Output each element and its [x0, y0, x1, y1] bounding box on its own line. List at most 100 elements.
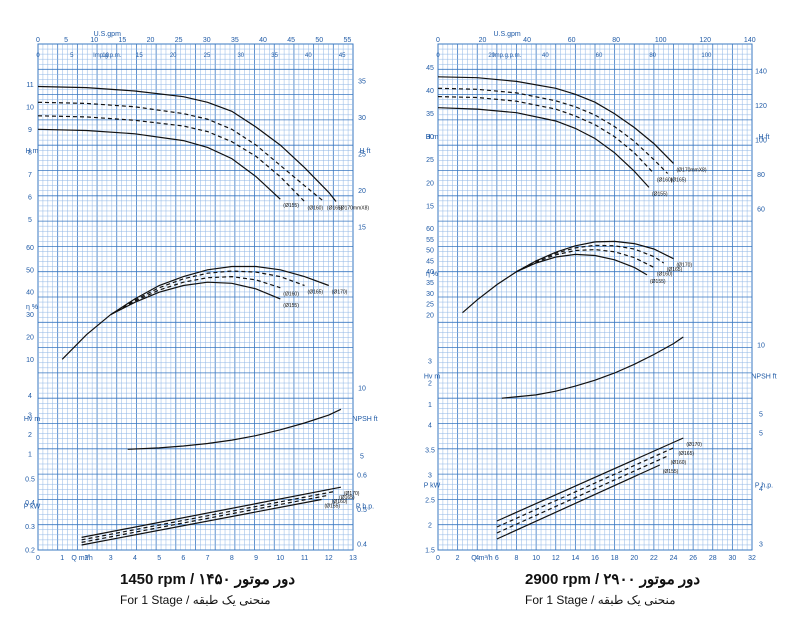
y-tick-efficiency: 10	[26, 357, 34, 364]
series-head-0	[437, 76, 674, 164]
y-tick-head: 6	[28, 194, 32, 201]
y-tick-efficiency: 20	[26, 334, 34, 341]
series-npsh-0	[501, 336, 684, 399]
series-head-3	[37, 128, 281, 200]
x-tick: 9	[254, 555, 258, 562]
series-label-power-1: (Ø165)	[678, 451, 694, 457]
x-tick: 6	[495, 555, 499, 562]
top-tick-gpm: 20	[147, 37, 155, 44]
top-tick-impgpm: 20	[488, 53, 495, 59]
y-tick-npsh: 3	[28, 413, 32, 420]
x-tick: 30	[728, 555, 736, 562]
top-tick-impgpm: 80	[649, 53, 656, 59]
y-tick-power: 0.3	[25, 524, 35, 531]
x-tick: 3	[109, 555, 113, 562]
y-label-head: H m	[426, 134, 439, 141]
right-tick-power: 3	[759, 542, 763, 549]
x-tick: 18	[611, 555, 619, 562]
y-tick-npsh: 1	[428, 402, 432, 409]
top-axis-imp-label: Imp.g.p.m.	[493, 53, 522, 59]
right-tick-head: 100	[755, 138, 767, 145]
series-npsh-0	[127, 408, 342, 450]
right-tick-power: 5	[759, 431, 763, 438]
y-tick-efficiency: 40	[426, 269, 434, 276]
series-efficiency-1	[516, 244, 665, 273]
y-label-power: P kW	[424, 483, 441, 490]
y-tick-head: 15	[426, 203, 434, 210]
series-label-efficiency-0: (Ø170)	[332, 290, 348, 296]
y-tick-efficiency: 60	[26, 245, 34, 252]
x-tick: 28	[709, 555, 717, 562]
series-label-head-1: (Ø165)	[671, 178, 687, 184]
x-tick: 8	[230, 555, 234, 562]
series-efficiency-2	[516, 248, 655, 273]
top-axis-gpm-label: U.S.gpm	[94, 31, 121, 38]
series-efficiency-0	[61, 265, 330, 360]
top-tick-impgpm: 25	[204, 53, 211, 59]
y-tick-power: 2	[428, 523, 432, 530]
top-axis-gpm-label: U.S.gpm	[493, 31, 520, 38]
series-head-0	[37, 85, 337, 202]
series-head-3	[437, 107, 650, 188]
series-power-0	[81, 486, 342, 538]
right-stage-caption: For 1 Stage / منحنی یک طبقه	[525, 593, 676, 607]
y-tick-npsh: 3	[428, 359, 432, 366]
series-label-head-2: (Ø160)	[657, 178, 673, 184]
series-label-efficiency-2: (Ø160)	[657, 271, 673, 277]
series-label-head-0: (Ø170mmX8)	[339, 205, 369, 211]
y-tick-head: 25	[426, 157, 434, 164]
y-tick-head: 45	[426, 65, 434, 72]
top-tick-gpm: 40	[259, 37, 267, 44]
x-tick: 6	[181, 555, 185, 562]
series-efficiency-1	[110, 270, 305, 316]
x-tick: 2	[456, 555, 460, 562]
right-tick-npsh: 5	[759, 412, 763, 419]
series-head-1	[37, 101, 325, 202]
top-tick-gpm: 10	[90, 37, 98, 44]
series-head-2	[437, 96, 655, 174]
top-tick-gpm: 60	[568, 37, 576, 44]
y-tick-head: 9	[28, 127, 32, 134]
right-tick-power: 4	[759, 486, 763, 493]
series-power-2	[496, 455, 668, 534]
x-tick: 4	[475, 555, 479, 562]
series-label-power-1: (Ø165)	[339, 495, 355, 501]
top-tick-impgpm: 30	[237, 53, 244, 59]
top-tick-gpm: 55	[343, 37, 351, 44]
y-tick-efficiency: 55	[426, 237, 434, 244]
y-tick-power: 3.5	[425, 448, 435, 455]
top-tick-impgpm: 60	[596, 53, 603, 59]
y-label-npsh: Hv m	[24, 416, 41, 423]
series-label-power-3: (Ø155)	[663, 469, 679, 475]
series-power-1	[496, 446, 676, 528]
top-tick-gpm: 25	[175, 37, 183, 44]
top-tick-impgpm: 40	[305, 53, 312, 59]
y-tick-head: 8	[28, 149, 32, 156]
y-tick-npsh: 4	[28, 393, 32, 400]
top-tick-gpm: 5	[64, 37, 68, 44]
top-tick-gpm: 140	[744, 37, 756, 44]
x-tick: 10	[276, 555, 284, 562]
right-tick-head: 15	[358, 225, 366, 232]
x-tick: 0	[36, 555, 40, 562]
right-label-head: H ft	[360, 148, 371, 155]
y-tick-power: 0.2	[25, 548, 35, 555]
x-tick: 12	[325, 555, 333, 562]
y-tick-head: 20	[426, 180, 434, 187]
y-tick-head: 7	[28, 172, 32, 179]
series-label-efficiency-3: (Ø155)	[650, 279, 666, 285]
series-efficiency-3	[110, 281, 281, 316]
y-tick-npsh: 2	[28, 432, 32, 439]
top-tick-gpm: 50	[315, 37, 323, 44]
series-label-power-2: (Ø160)	[671, 460, 687, 466]
series-efficiency-2	[110, 275, 281, 316]
right-tick-power: 0.6	[357, 473, 367, 480]
top-tick-impgpm: 15	[136, 53, 143, 59]
series-label-efficiency-0: (Ø170)	[677, 263, 693, 269]
y-label-power: P kW	[24, 504, 41, 511]
right-tick-head: 80	[757, 172, 765, 179]
x-tick: 0	[436, 555, 440, 562]
right-speed-caption: 2900 rpm / ۲۹۰۰ دور موتور	[525, 571, 701, 588]
series-efficiency-0	[462, 240, 674, 314]
